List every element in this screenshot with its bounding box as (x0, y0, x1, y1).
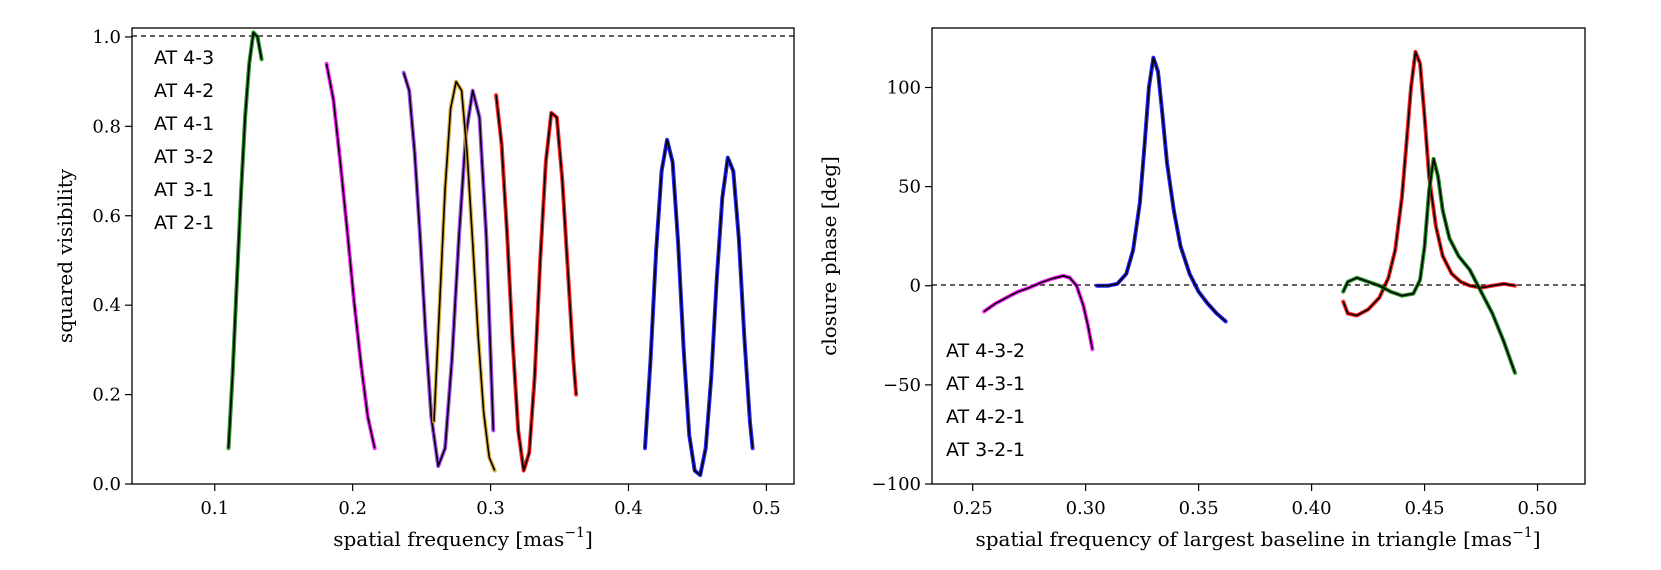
visibility-ytick-label-5: 1.0 (92, 27, 121, 48)
visibility-xtick-label-2: 0.3 (476, 498, 505, 519)
visibility-ylabel: squared visibility (53, 168, 77, 343)
closure-phase-legend: AT 4-3-2 AT 4-3-1 AT 4-2-1 AT 3-2-1 (946, 340, 1025, 461)
closure-phase-xlabel: spatial frequency of largest baseline in… (975, 525, 1540, 551)
visibility-model-fit-3 (433, 80, 496, 471)
visibility-xtick-label-3: 0.4 (614, 498, 643, 519)
visibility-ytick-label-0: 0.0 (92, 474, 121, 495)
visibility-data-series-3 (432, 79, 497, 473)
closure-phase-model-fit-1 (1096, 56, 1227, 323)
visibility-panel: 0.1 0.2 0.3 0.4 0.5 0.0 0.2 0.4 0.6 0.8 1.0 spatia… (53, 27, 795, 551)
visibility-data-series-5 (643, 137, 755, 478)
visibility-xtick-label-1: 0.2 (338, 498, 367, 519)
legend-at-4-2: AT 4-2 (154, 80, 214, 102)
legend-at-4-1: AT 4-1 (154, 113, 214, 135)
closure-phase-panel: 0.25 0.30 0.35 0.40 0.45 0.50 −100 −50 0 50 100 sp… (817, 27, 1586, 551)
closure-phase-ticks: 0.25 0.30 0.35 0.40 0.45 0.50 −100 −50 0 50 100 (872, 77, 1558, 519)
visibility-legend: AT 4-3 AT 4-2 AT 4-1 AT 3-2 AT 3-1 AT 2-… (154, 47, 214, 234)
visibility-model-fit-0 (227, 31, 263, 449)
visibility-model-fit-1 (325, 63, 376, 449)
visibility-ytick-label-4: 0.8 (92, 116, 121, 137)
visibility-model-fit-5 (644, 139, 754, 476)
visibility-ytick-label-2: 0.4 (92, 295, 121, 316)
closure-phase-xtick-label-1: 0.30 (1066, 498, 1106, 519)
legend-at-4-3: AT 4-3 (154, 47, 214, 69)
closure-phase-xtick-label-3: 0.40 (1292, 498, 1332, 519)
visibility-xtick-label-4: 0.5 (752, 498, 781, 519)
closure-phase-xtick-label-2: 0.35 (1179, 498, 1219, 519)
visibility-data-series-1 (324, 61, 377, 451)
closure-phase-ytick-label-2: 0 (910, 276, 921, 297)
visibility-model-fit-4 (495, 95, 577, 472)
legend-at-4-3-2: AT 4-3-2 (946, 340, 1025, 362)
closure-phase-xtick-label-0: 0.25 (953, 498, 993, 519)
visibility-axes-frame (131, 27, 795, 485)
legend-at-2-1: AT 2-1 (154, 212, 214, 234)
closure-phase-model-fit-2 (1342, 51, 1516, 317)
legend-at-4-3-1: AT 4-3-1 (946, 373, 1025, 395)
closure-phase-model-fit-0 (983, 275, 1094, 350)
visibility-ytick-label-3: 0.6 (92, 206, 121, 227)
visibility-xlabel: spatial frequency [mas−1] (333, 525, 593, 551)
visibility-xtick-label-0: 0.1 (200, 498, 229, 519)
closure-phase-ytick-label-1: −50 (883, 375, 921, 396)
legend-at-3-2: AT 3-2 (154, 146, 214, 168)
closure-phase-ytick-label-0: −100 (872, 474, 921, 495)
visibility-ytick-label-1: 0.2 (92, 385, 121, 406)
closure-phase-xtick-label-4: 0.45 (1405, 498, 1445, 519)
visibility-data-series-0 (226, 30, 264, 451)
visibility-ticks: 0.1 0.2 0.3 0.4 0.5 0.0 0.2 0.4 0.6 0.8 1.0 (92, 27, 780, 519)
legend-at-3-2-1: AT 3-2-1 (946, 439, 1025, 461)
legend-at-3-1: AT 3-1 (154, 179, 214, 201)
closure-phase-segments (982, 49, 1517, 375)
closure-phase-ytick-label-3: 50 (898, 177, 921, 198)
visibility-model-fit-2 (402, 72, 495, 467)
closure-phase-ytick-label-4: 100 (887, 77, 921, 98)
closure-phase-ylabel: closure phase [deg] (817, 156, 841, 356)
visibility-data-series-4 (494, 93, 579, 473)
closure-phase-model-fit-3 (1342, 158, 1516, 374)
legend-at-4-2-1: AT 4-2-1 (946, 406, 1025, 428)
closure-phase-xtick-label-5: 0.50 (1518, 498, 1558, 519)
closure-phase-axes-frame (931, 27, 1586, 485)
visibility-segments (226, 30, 755, 478)
